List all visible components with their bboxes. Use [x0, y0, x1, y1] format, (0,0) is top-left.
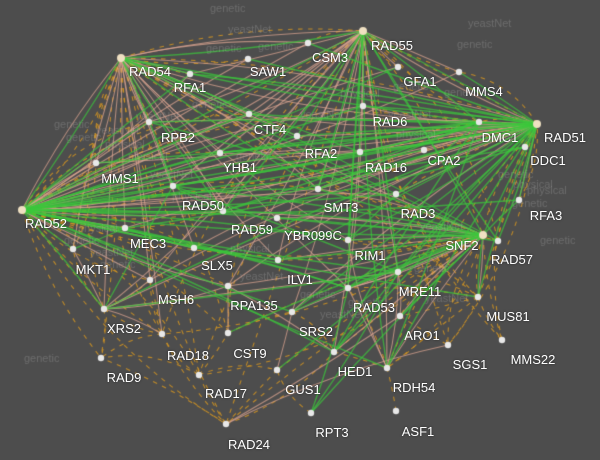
network-graph-app: RAD54 RFA1 SAW1 CSM3 RAD55 GFA1 MMS4 RPB2 CTF4 RA…	[0, 0, 600, 460]
network-graph-canvas[interactable]	[0, 0, 600, 460]
